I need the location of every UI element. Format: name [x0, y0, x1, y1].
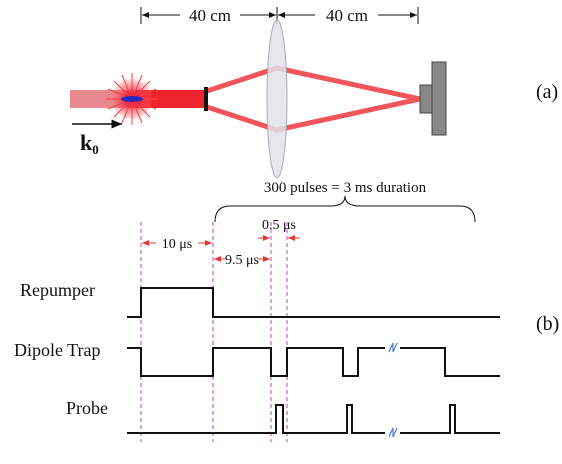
atom-core	[121, 96, 143, 102]
channel-label: Probe	[66, 398, 108, 418]
timing-markers	[141, 222, 287, 442]
interval-label: 10 μs	[162, 237, 192, 252]
panel-label: (b)	[536, 313, 559, 335]
mirror	[420, 85, 432, 113]
distance-label: 40 cm	[326, 6, 368, 25]
time-break	[389, 343, 397, 437]
cavity-beam	[207, 68, 420, 130]
beam-block	[204, 87, 208, 111]
panel-label: (a)	[536, 81, 558, 103]
pulse-train-label: 300 pulses = 3 ms duration	[264, 180, 427, 196]
interval-label: 0.5 μs	[262, 218, 296, 233]
channel-label: Dipole Trap	[14, 340, 101, 360]
mirror-mount	[432, 62, 446, 135]
distance-label: 40 cm	[189, 6, 231, 25]
wavevector-subscript: 0	[92, 142, 99, 157]
waveforms	[127, 288, 500, 433]
brace	[215, 196, 475, 222]
wavevector-label: k0	[80, 130, 99, 157]
interval-label: 9.5 μs	[225, 253, 259, 268]
figure: 40 cm 40 cm (a) k0 300 pulses = 3 ms dur…	[0, 0, 562, 464]
channel-label: Repumper	[20, 280, 95, 300]
lens	[267, 20, 287, 178]
wavevector-symbol: k	[80, 130, 93, 155]
